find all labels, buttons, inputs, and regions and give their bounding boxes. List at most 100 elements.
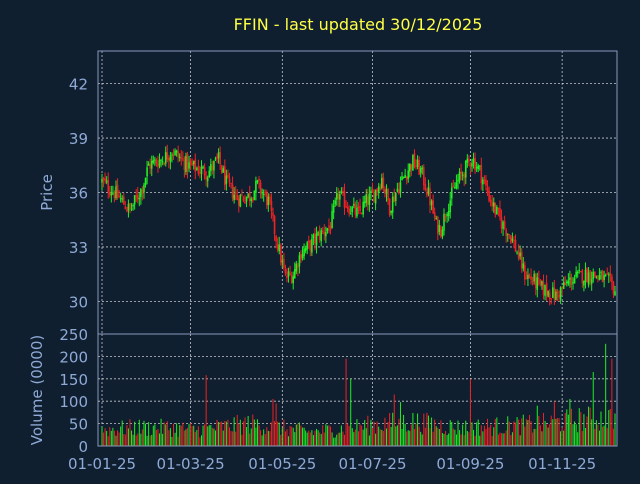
candle-body	[141, 189, 144, 194]
candle-body	[334, 200, 336, 205]
candle-body	[371, 189, 374, 193]
candle-body	[552, 287, 554, 298]
candle-body	[443, 213, 445, 231]
candle-body	[234, 192, 237, 194]
candle-body	[175, 150, 178, 153]
candle-body	[164, 152, 167, 164]
candle-body	[222, 168, 225, 173]
candle-body	[290, 274, 293, 283]
candle-body	[373, 192, 375, 203]
candle-body	[376, 188, 378, 192]
candle-body	[416, 159, 419, 168]
candle-body	[337, 193, 340, 200]
candle-body	[281, 260, 284, 263]
candle-body	[217, 152, 220, 159]
price-tick-label: 42	[69, 76, 88, 94]
candle-body	[547, 290, 549, 297]
candle-body	[494, 203, 497, 215]
candle-body	[387, 188, 389, 201]
candle-body	[511, 238, 514, 241]
candle-body	[468, 159, 470, 162]
candle-body	[595, 276, 598, 278]
candle-body	[519, 252, 521, 257]
candle-body	[262, 193, 265, 195]
candle-body	[320, 230, 322, 242]
candle-body	[440, 226, 442, 237]
candle-body	[206, 177, 209, 182]
candle-body	[292, 276, 295, 284]
candle-body	[174, 150, 176, 155]
candle-body	[136, 195, 139, 200]
candle-body	[510, 235, 512, 243]
candle-body	[186, 154, 189, 171]
candle-body	[488, 191, 490, 201]
candle-body	[244, 201, 246, 204]
candle-body	[349, 213, 352, 215]
candle-body	[303, 248, 305, 256]
candle-body	[561, 286, 563, 289]
candle-body	[368, 193, 371, 206]
candle-body	[377, 186, 380, 193]
candle-body	[110, 193, 113, 196]
candle-body	[258, 178, 260, 181]
candle-body	[520, 251, 523, 269]
candle-body	[168, 157, 170, 161]
candle-body	[426, 191, 428, 195]
candle-body	[107, 179, 110, 192]
candle-body	[447, 210, 450, 217]
candle-body	[491, 201, 493, 207]
candle-body	[127, 203, 130, 211]
candle-body	[391, 196, 394, 213]
candle-body	[311, 238, 313, 253]
candle-body	[603, 275, 605, 281]
candle-body	[203, 167, 206, 176]
candle-body	[247, 193, 249, 198]
candle-body	[525, 278, 528, 280]
candle-body	[576, 271, 579, 274]
candle-body	[460, 171, 462, 174]
candle-body	[130, 208, 133, 210]
candle-body	[482, 179, 484, 185]
candle-body	[255, 180, 257, 193]
candle-body	[287, 271, 290, 277]
candle-body	[598, 275, 601, 281]
candle-body	[404, 174, 406, 179]
candle-body	[356, 207, 358, 217]
candle-body	[264, 192, 267, 194]
candle-body	[297, 265, 299, 269]
candle-body	[354, 204, 357, 215]
candle-body	[328, 225, 330, 227]
volume-tick-label: 100	[59, 393, 88, 411]
candle-body	[135, 195, 137, 197]
candle-body	[197, 166, 200, 174]
candle-body	[433, 212, 436, 218]
candle-body	[205, 176, 207, 180]
candle-body	[370, 191, 372, 193]
candle-body	[133, 195, 136, 205]
candle-body	[183, 159, 186, 170]
candle-body	[573, 278, 576, 284]
candle-body	[191, 163, 193, 166]
candle-body	[101, 179, 103, 183]
candle-body	[450, 187, 453, 199]
candle-body	[192, 160, 195, 165]
candle-body	[301, 254, 304, 258]
candle-body	[477, 165, 479, 170]
candle-body	[589, 270, 591, 282]
candle-body	[564, 283, 567, 286]
candle-body	[381, 177, 383, 189]
candle-body	[309, 240, 312, 251]
candle-body	[558, 294, 560, 298]
candle-body	[388, 198, 391, 215]
candle-body	[464, 160, 467, 178]
volume-tick-label: 50	[69, 416, 88, 434]
candle-body	[471, 163, 473, 167]
candle-body	[269, 196, 271, 202]
candle-body	[559, 287, 562, 300]
candle-body	[363, 201, 366, 203]
candle-body	[245, 196, 248, 202]
candle-body	[469, 163, 472, 167]
candle-body	[326, 227, 329, 232]
candle-body	[278, 244, 281, 252]
